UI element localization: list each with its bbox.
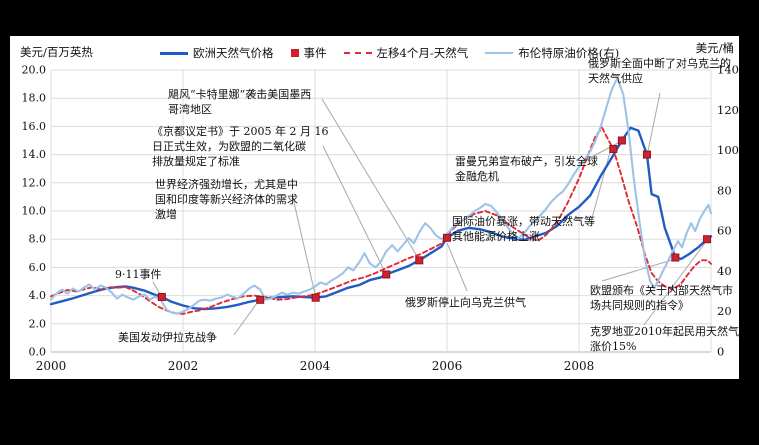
brent-line-swatch-icon (485, 52, 514, 54)
legend-label-shifted-gas: 左移4个月-天然气 (376, 46, 469, 60)
event-marker-kyoto (382, 270, 391, 279)
left-axis-tick-label: 6.0 (29, 261, 47, 274)
left-axis-tick-label: 16.0 (22, 120, 47, 133)
event-marker-911 (157, 293, 166, 302)
right-axis-tick-label: 80 (717, 183, 732, 197)
event-marker-lehman (617, 136, 626, 145)
event-marker-russia-halt-2006 (443, 233, 451, 242)
legend-item-events: 事件 (290, 45, 327, 61)
annotation-pointer-911 (152, 281, 161, 295)
legend-item-brent: 布伦特原油价格(右) (485, 45, 619, 61)
legend: 欧洲天然气价格 事件 左移4个月-天然气 布伦特原油价格(右) (160, 45, 619, 61)
right-axis-tick-label: 40 (717, 264, 732, 278)
gas-line-swatch-icon (160, 51, 188, 55)
x-axis-tick-label: 2004 (300, 359, 331, 373)
legend-label-events: 事件 (303, 46, 327, 60)
event-marker-oil-surge (609, 144, 618, 153)
left-axis-tick-label: 14.0 (22, 148, 47, 161)
x-axis-tick-label: 2006 (432, 359, 463, 373)
right-axis-tick-label: 20 (717, 304, 732, 318)
event-marker-swatch-icon (290, 49, 299, 57)
shifted-gas-line-swatch-icon (343, 52, 372, 54)
left-axis-tick-label: 20.0 (22, 64, 47, 77)
left-axis-tick-label: 8.0 (29, 233, 47, 246)
legend-item-gas-price: 欧洲天然气价格 (160, 45, 274, 61)
series-line-1 (50, 126, 712, 315)
legend-label-brent: 布伦特原油价格(右) (518, 46, 620, 60)
annotation-pointer-croatia-price (643, 242, 706, 326)
right-axis-unit-label: 美元/桶 (695, 41, 734, 55)
left-axis-tick-label: 2.0 (29, 317, 47, 330)
event-marker-katrina (415, 256, 424, 265)
annotation-pointer-eu-directive (601, 259, 673, 282)
right-axis-tick-label: 140 (717, 63, 739, 77)
annotation-pointer-world-growth (292, 197, 316, 295)
right-axis-tick-label: 120 (717, 103, 739, 117)
left-axis-tick-label: 4.0 (29, 289, 47, 302)
event-marker-world-growth (311, 293, 320, 302)
right-axis-tick-label: 60 (717, 224, 732, 238)
annotation-pointer-katrina (321, 98, 418, 257)
chart-canvas: 20.0 18.0 16.0 14.0 12.0 10.0 8.0 6.0 4.0 2.0 0.0 1… (22, 63, 739, 374)
annotation-pointer-russia-halt-2006 (446, 242, 468, 292)
chart-panel: 美元/百万英热 美元/桶 欧洲天然气价格 事件 左移4个月-天然气 布伦特原油价… (10, 36, 739, 379)
annotation-pointer-russia-cutoff-2009 (647, 92, 661, 152)
left-axis-tick-label: 12.0 (22, 176, 47, 189)
right-axis-tick-label: 100 (717, 143, 739, 157)
event-marker-iraq-war (256, 295, 265, 304)
event-marker-eu-directive (671, 253, 680, 262)
legend-label-gas-price: 欧洲天然气价格 (193, 46, 274, 60)
x-axis-tick-label: 2000 (36, 359, 67, 373)
event-marker-russia-cutoff-2009 (642, 150, 651, 159)
annotation-pointer-kyoto (322, 145, 385, 271)
left-axis-tick-label: 18.0 (22, 92, 47, 105)
legend-item-shifted-gas: 左移4个月-天然气 (343, 45, 469, 61)
x-axis-tick-label: 2002 (168, 359, 199, 373)
right-axis-tick-label: 0 (717, 345, 724, 359)
left-axis-tick-label: 10.0 (22, 205, 47, 218)
event-marker-croatia-price (703, 235, 712, 244)
annotation-pointer-iraq-war (233, 302, 258, 336)
series-line-2 (49, 77, 713, 315)
left-axis-tick-label: 0.0 (29, 346, 47, 359)
left-axis-unit-label: 美元/百万英热 (20, 45, 93, 59)
x-axis-tick-label: 2008 (564, 359, 595, 373)
